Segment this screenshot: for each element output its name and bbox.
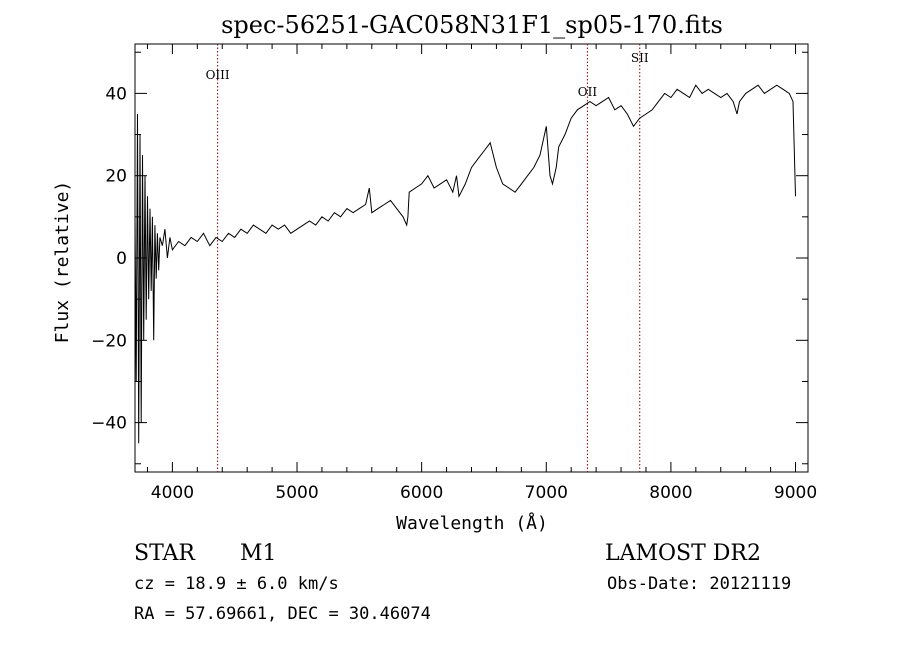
line-label-sii: SII xyxy=(631,51,649,65)
line-label-oii: OII xyxy=(578,85,598,99)
y-tick-label: 0 xyxy=(116,249,127,269)
line-label-oiii: OIII xyxy=(206,68,230,82)
x-tick-label: 4000 xyxy=(151,483,194,503)
coordinates-label: RA = 57.69661, DEC = 30.46074 xyxy=(134,604,431,624)
x-tick-label: 9000 xyxy=(774,483,817,503)
x-tick-label: 7000 xyxy=(525,483,568,503)
y-axis-label: Flux (relative) xyxy=(52,181,73,344)
x-tick-label: 6000 xyxy=(400,483,443,503)
obs-date-label: Obs-Date: 20121119 xyxy=(607,574,791,594)
chart-title: spec-56251-GAC058N31F1_sp05-170.fits xyxy=(221,11,723,39)
velocity-label: cz = 18.9 ± 6.0 km/s xyxy=(134,574,339,594)
y-tick-label: 20 xyxy=(105,167,127,187)
survey-label: LAMOST DR2 xyxy=(605,541,761,566)
x-tick-label: 5000 xyxy=(275,483,318,503)
subclass-label: M1 xyxy=(240,541,277,566)
plot-frame xyxy=(134,43,809,473)
y-tick-label: −20 xyxy=(91,331,127,351)
object-type-label: STAR xyxy=(134,541,196,566)
x-axis-label: Wavelength (Å) xyxy=(396,512,548,534)
spectrum-line xyxy=(134,84,796,444)
x-tick-label: 8000 xyxy=(649,483,692,503)
y-tick-label: 40 xyxy=(105,84,127,104)
y-tick-label: −40 xyxy=(91,414,127,434)
plot-area: 4000 5000 6000 7000 8000 9000 −40 −20 0 20 40 OIII O… xyxy=(91,43,817,503)
